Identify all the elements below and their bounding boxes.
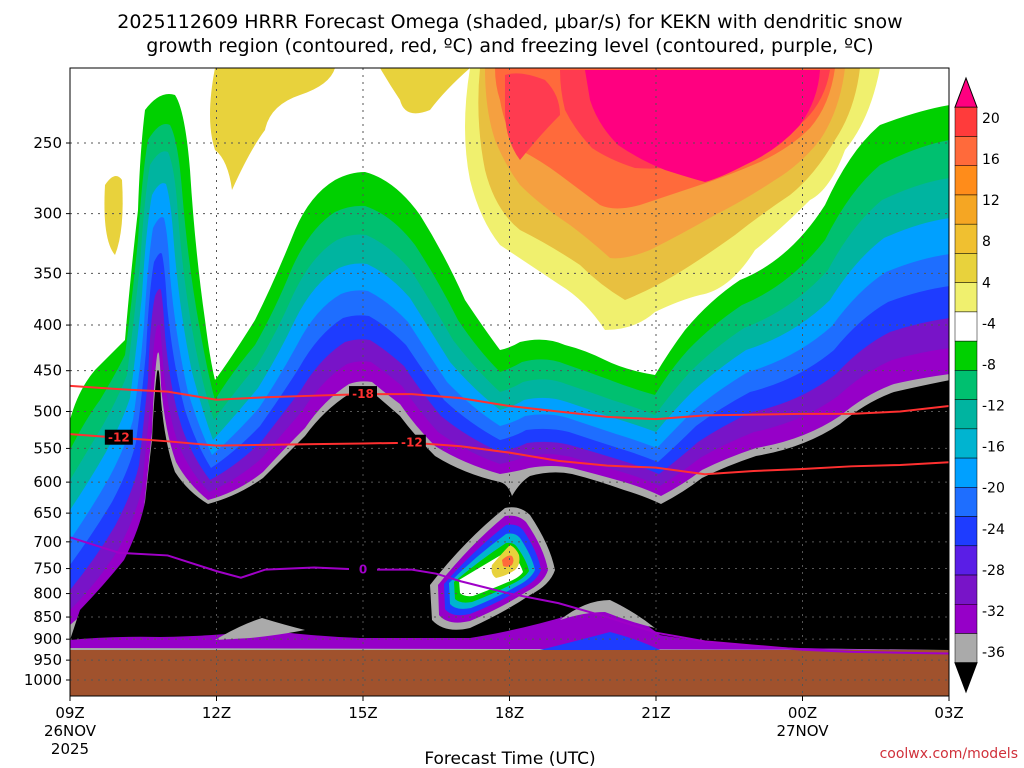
contour-label-bg-0-0 xyxy=(349,386,377,402)
x-tick-label-03Z: 03Z xyxy=(934,704,963,722)
omega-region-descent-20 xyxy=(585,70,820,182)
colorbar-swatch-16 xyxy=(954,545,978,576)
omega-region-yellow-left xyxy=(210,68,335,190)
x-tick-label-21Z: 21Z xyxy=(641,704,670,722)
colorbar-swatch-8 xyxy=(954,311,978,342)
x-axis-title: Forecast Time (UTC) xyxy=(424,749,595,768)
chart-title-line-1: 2025112609 HRRR Forecast Omega (shaded, … xyxy=(117,11,902,33)
colorbar-swatch-6 xyxy=(954,253,978,283)
contour-line-1 xyxy=(70,433,949,476)
y-tick-label-350: 350 xyxy=(33,264,62,282)
colorbar-swatch-1 xyxy=(954,106,978,137)
colorbar-swatch-9 xyxy=(954,340,978,371)
omega-boundary-grey-band xyxy=(215,600,655,640)
contour-label-1-0: -12 xyxy=(108,431,130,445)
colorbar-swatch-12 xyxy=(954,428,978,459)
colorbar-label-12: -32 xyxy=(982,604,1005,620)
colorbar-swatch-7 xyxy=(954,282,978,313)
y-tick-label-850: 850 xyxy=(33,608,62,626)
x-tick-label-15Z: 15Z xyxy=(348,704,377,722)
colorbar-label-4: 4 xyxy=(982,275,991,291)
x-date-label-27NOV: 27NOV xyxy=(776,722,829,740)
contour-lines: -18 -12 -12 0 xyxy=(70,384,949,655)
colorbar-bottom-triangle xyxy=(954,662,978,694)
plot-area: -18 -12 -12 0 xyxy=(70,68,949,696)
colorbar-swatch-19 xyxy=(954,633,978,664)
x-tick-label-09Z: 09Z xyxy=(55,704,84,722)
omega-region-yellow-small xyxy=(104,176,123,255)
contour-label-0-0: -18 xyxy=(352,387,374,401)
colorbar-label-0: 20 xyxy=(982,111,1000,127)
contour-label-bg-2-0 xyxy=(349,561,377,577)
colorbar-swatch-18 xyxy=(954,604,978,634)
y-tick-label-600: 600 xyxy=(33,473,62,491)
contour-label-bg-1-1 xyxy=(397,434,426,450)
colorbar-label-11: -28 xyxy=(982,563,1005,579)
contour-line-0 xyxy=(70,384,949,421)
colorbar-label-13: -36 xyxy=(982,645,1005,661)
x-tick-label-18Z: 18Z xyxy=(495,704,524,722)
credit-text[interactable]: coolwx.com/models xyxy=(880,746,1018,762)
colorbar-label-7: -12 xyxy=(982,399,1005,415)
omega-cell-orange xyxy=(502,555,514,567)
colorbar: 20 16 12 8 4 -4 -8 -12 -16 -20 -24 -28 -32 -36 xyxy=(954,76,1005,694)
y-tick-label-450: 450 xyxy=(33,362,62,380)
colorbar-swatch-13 xyxy=(954,457,978,488)
colorbar-swatch-14 xyxy=(954,487,978,517)
y-tick-label-1000: 1000 xyxy=(24,671,62,689)
y-tick-label-300: 300 xyxy=(33,205,62,223)
y-tick-label-400: 400 xyxy=(33,316,62,334)
colorbar-swatch-11 xyxy=(954,399,978,430)
colorbar-swatch-15 xyxy=(954,516,978,547)
y-tick-label-800: 800 xyxy=(33,585,62,603)
colorbar-swatch-10 xyxy=(954,370,978,400)
colorbar-label-2: 12 xyxy=(982,193,1000,209)
x-tick-label-00Z: 00Z xyxy=(788,704,817,722)
y-axis: 250 300 350 400 450 500 550 600 650 700 750 800 850 9… xyxy=(24,134,70,689)
colorbar-label-1: 16 xyxy=(982,152,1000,168)
colorbar-swatch-3 xyxy=(954,165,978,196)
colorbar-label-5: -4 xyxy=(982,316,996,332)
colorbar-swatch-5 xyxy=(954,223,978,254)
contour-label-2-0: 0 xyxy=(359,563,367,577)
x-tick-label-12Z: 12Z xyxy=(202,704,231,722)
contour-label-bg-1-0 xyxy=(104,429,133,445)
colorbar-label-6: -8 xyxy=(982,357,996,373)
colorbar-label-3: 8 xyxy=(982,234,991,250)
y-tick-label-500: 500 xyxy=(33,403,62,421)
contour-label-1-1: -12 xyxy=(401,436,423,450)
y-tick-label-550: 550 xyxy=(33,439,62,457)
y-tick-label-250: 250 xyxy=(33,134,62,152)
y-tick-label-650: 650 xyxy=(33,504,62,522)
omega-boundary-blue-band xyxy=(540,632,660,650)
contour-line-2 xyxy=(70,536,949,655)
omega-shading xyxy=(70,68,949,650)
y-tick-label-700: 700 xyxy=(33,533,62,551)
colorbar-swatch-2 xyxy=(954,136,978,166)
colorbar-label-8: -16 xyxy=(982,440,1005,456)
y-tick-label-750: 750 xyxy=(33,560,62,578)
y-tick-label-900: 900 xyxy=(33,630,62,648)
y-tick-label-950: 950 xyxy=(33,651,62,669)
colorbar-swatch-17 xyxy=(954,574,978,605)
colorbar-label-9: -20 xyxy=(982,481,1005,497)
colorbar-top-triangle xyxy=(954,76,978,108)
x-date-label-26NOV: 26NOV xyxy=(44,722,97,740)
omega-boundary-purple-band xyxy=(70,603,949,650)
colorbar-swatch-4 xyxy=(954,194,978,225)
chart-title-line-2: growth region (contoured, red, ºC) and f… xyxy=(146,35,873,57)
x-year-label: 2025 xyxy=(51,740,89,758)
omega-region-yellow-top xyxy=(380,68,470,114)
colorbar-label-10: -24 xyxy=(982,522,1005,538)
